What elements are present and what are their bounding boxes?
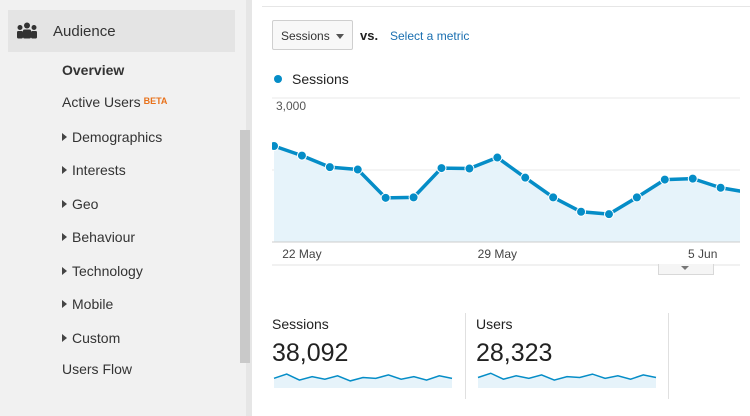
metric-select[interactable]: Sessions bbox=[272, 20, 353, 50]
sidebar-item-overview[interactable]: Overview bbox=[62, 62, 124, 78]
data-point bbox=[631, 192, 642, 203]
users-sparkline bbox=[477, 372, 657, 388]
sidebar-item-label: Custom bbox=[72, 330, 121, 346]
sidebar-item-custom[interactable]: Custom bbox=[62, 330, 120, 346]
data-point bbox=[464, 163, 475, 174]
sidebar-scrollbar[interactable] bbox=[240, 130, 250, 363]
series-area bbox=[274, 146, 740, 242]
expand-arrow-icon bbox=[62, 233, 67, 241]
expand-arrow-icon bbox=[62, 166, 67, 174]
top-divider bbox=[262, 6, 750, 7]
expand-arrow-icon bbox=[62, 300, 67, 308]
expand-arrow-icon bbox=[62, 334, 67, 342]
sidebar: Audience Overview Active Users BETA Demog… bbox=[0, 0, 252, 416]
stat-divider bbox=[668, 313, 669, 399]
expand-arrow-icon bbox=[62, 133, 67, 141]
select-metric-link[interactable]: Select a metric bbox=[390, 29, 470, 43]
metric-select-value: Sessions bbox=[281, 29, 330, 43]
data-point bbox=[548, 192, 559, 203]
sidebar-item-label: Geo bbox=[72, 196, 99, 212]
stat-users[interactable]: Users 28,323 bbox=[476, 313, 666, 397]
stat-value: 28,323 bbox=[476, 339, 553, 367]
data-point bbox=[520, 172, 531, 183]
expand-arrow-icon bbox=[62, 200, 67, 208]
legend-dot-icon bbox=[274, 75, 282, 83]
sidebar-item-label: Users Flow bbox=[62, 361, 133, 377]
y-tick-label: 3,000 bbox=[276, 99, 306, 113]
data-point bbox=[603, 209, 614, 220]
data-point bbox=[380, 192, 391, 203]
data-point bbox=[324, 162, 335, 173]
sidebar-item-mobile[interactable]: Mobile bbox=[62, 296, 113, 312]
beta-badge: BETA bbox=[143, 96, 168, 106]
x-tick-label: 5 Jun bbox=[688, 247, 717, 261]
data-point bbox=[296, 150, 307, 161]
sidebar-section-label: Audience bbox=[53, 23, 116, 40]
sparkline-line bbox=[477, 372, 657, 381]
sidebar-item-technology[interactable]: Technology bbox=[62, 263, 143, 279]
sidebar-item-label: Interests bbox=[72, 162, 126, 178]
sidebar-item-label: Overview bbox=[62, 62, 125, 78]
data-point bbox=[492, 152, 503, 163]
x-tick-label: 22 May bbox=[282, 247, 321, 261]
sidebar-item-users-flow[interactable]: Users Flow bbox=[62, 361, 132, 377]
main-panel bbox=[252, 0, 750, 416]
sparkline-area bbox=[274, 374, 452, 388]
chevron-down-icon bbox=[681, 266, 689, 270]
sidebar-item-label: Demographics bbox=[72, 129, 163, 145]
sidebar-item-label: Mobile bbox=[72, 296, 114, 312]
sessions-sparkline bbox=[273, 373, 453, 388]
chart-collapse-tab[interactable] bbox=[658, 264, 714, 275]
data-point bbox=[272, 141, 279, 151]
data-point bbox=[436, 163, 447, 174]
sparkline-area bbox=[478, 373, 656, 388]
sidebar-item-demographics[interactable]: Demographics bbox=[62, 129, 162, 145]
sidebar-item-active-users[interactable]: Active Users BETA bbox=[62, 94, 167, 110]
sidebar-item-label: Technology bbox=[72, 263, 143, 279]
stat-sessions[interactable]: Sessions 38,092 bbox=[272, 313, 462, 397]
stat-title: Sessions bbox=[272, 316, 329, 332]
data-point bbox=[659, 174, 670, 185]
data-point bbox=[576, 206, 587, 217]
sidebar-item-behaviour[interactable]: Behaviour bbox=[62, 229, 135, 245]
stat-value: 38,092 bbox=[272, 339, 349, 367]
sidebar-item-label: Behaviour bbox=[72, 229, 136, 245]
sidebar-item-label: Active Users bbox=[62, 94, 141, 110]
sidebar-section-audience[interactable]: Audience bbox=[8, 10, 235, 52]
legend-label: Sessions bbox=[292, 71, 349, 87]
dropdown-caret-icon bbox=[336, 34, 344, 39]
data-point bbox=[687, 173, 698, 184]
sparkline-line bbox=[273, 373, 453, 382]
people-icon bbox=[16, 22, 38, 45]
sidebar-item-geo[interactable]: Geo bbox=[62, 196, 98, 212]
data-point bbox=[715, 182, 726, 193]
stat-divider bbox=[465, 313, 466, 399]
stat-title: Users bbox=[476, 316, 513, 332]
data-point bbox=[352, 164, 363, 175]
x-tick-label: 29 May bbox=[478, 247, 517, 261]
expand-arrow-icon bbox=[62, 267, 67, 275]
sidebar-item-interests[interactable]: Interests bbox=[62, 162, 126, 178]
data-point bbox=[408, 192, 419, 203]
vs-label: vs. bbox=[360, 28, 379, 43]
